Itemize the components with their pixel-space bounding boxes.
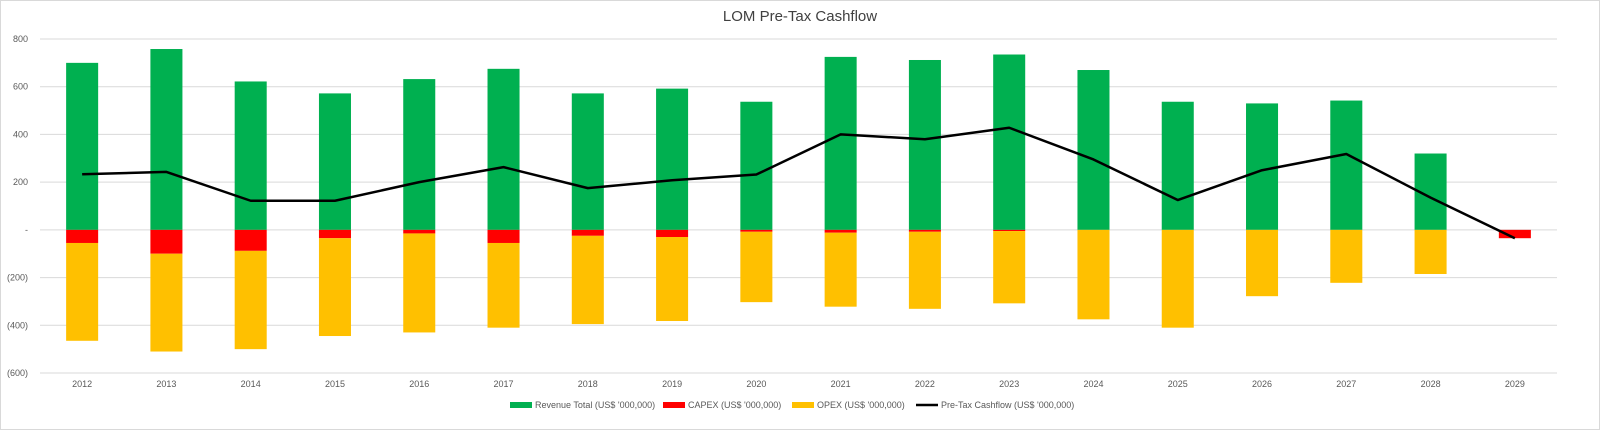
x-tick-label: 2025: [1168, 379, 1188, 389]
opex-bar: [66, 242, 99, 341]
x-tick-label: 2016: [409, 379, 429, 389]
capex-bar: [403, 229, 436, 234]
y-tick-label: -: [25, 225, 28, 235]
opex-bar: [1246, 229, 1279, 297]
x-tick-label: 2017: [494, 379, 514, 389]
revenue-bar: [1330, 100, 1363, 230]
revenue-bar: [1077, 70, 1110, 230]
x-tick-label: 2012: [72, 379, 92, 389]
revenue-bar: [234, 81, 267, 230]
x-tick-label: 2022: [915, 379, 935, 389]
y-tick-label: (400): [7, 320, 28, 330]
y-tick-label: 800: [13, 34, 28, 44]
y-tick-label: 200: [13, 177, 28, 187]
revenue-bar: [487, 68, 520, 230]
x-tick-label: 2014: [241, 379, 261, 389]
opex-bar: [824, 232, 857, 307]
capex-bar: [993, 229, 1026, 232]
revenue-bar: [66, 62, 99, 230]
legend-swatch: [510, 402, 532, 408]
capex-bar: [487, 229, 520, 243]
revenue-bar: [740, 101, 773, 230]
opex-bar: [1330, 229, 1363, 283]
opex-bar: [234, 250, 267, 350]
legend-label: CAPEX (US$ '000,000): [688, 400, 781, 410]
capex-bar: [66, 229, 99, 243]
opex-bar: [1077, 229, 1110, 320]
x-tick-label: 2015: [325, 379, 345, 389]
legend: Revenue Total (US$ '000,000) CAPEX (US$ '…: [510, 400, 1074, 410]
revenue-bar: [908, 59, 941, 230]
revenue-bar: [1161, 101, 1194, 230]
capex-bar: [740, 229, 773, 232]
legend-label: Pre-Tax Cashflow (US$ '000,000): [941, 400, 1074, 410]
revenue-bar: [571, 93, 604, 230]
x-tick-label: 2020: [746, 379, 766, 389]
y-tick-label: 400: [13, 129, 28, 139]
opex-bar: [571, 235, 604, 325]
capex-bar: [571, 229, 604, 236]
capex-bar: [318, 229, 351, 239]
y-axis-ticks: 800 600 400 200 - (200) (400) (600): [7, 34, 28, 378]
opex-bar: [656, 237, 689, 321]
capex-bar: [824, 229, 857, 233]
x-tick-label: 2013: [156, 379, 176, 389]
chart-title: LOM Pre-Tax Cashflow: [722, 8, 878, 25]
revenue-bar: [993, 54, 1026, 230]
y-tick-label: (600): [7, 368, 28, 378]
capex-bar: [150, 229, 183, 254]
opex-bar: [740, 231, 773, 303]
opex-bar: [487, 242, 520, 328]
capex-bar: [1498, 229, 1531, 239]
y-tick-label: 600: [13, 82, 28, 92]
x-tick-label: 2026: [1252, 379, 1272, 389]
x-tick-label: 2027: [1336, 379, 1356, 389]
revenue-bar: [1246, 103, 1279, 230]
opex-bar: [150, 253, 183, 352]
legend-swatch: [663, 402, 685, 408]
legend-label: OPEX (US$ '000,000): [817, 400, 905, 410]
x-tick-label: 2023: [999, 379, 1019, 389]
revenue-bar: [824, 56, 857, 230]
revenue-bar: [318, 93, 351, 230]
cashflow-line: [82, 126, 1516, 240]
x-tick-label: 2029: [1505, 379, 1525, 389]
revenue-bar: [403, 79, 436, 230]
opex-bar: [318, 238, 351, 337]
capex-bar: [908, 229, 941, 232]
pre-tax-cashflow-line: [82, 126, 1516, 240]
capex-bar: [656, 229, 689, 238]
opex-bar: [403, 233, 436, 333]
x-axis-ticks: 2012 2013 2014 2015 2016 2017 2018 2019 2020 2021…: [72, 379, 1525, 389]
revenue-bar: [150, 49, 183, 230]
legend-swatch: [792, 402, 814, 408]
revenue-bar: [656, 88, 689, 230]
opex-bar: [993, 231, 1026, 304]
bars: [66, 49, 1531, 352]
opex-bar: [908, 231, 941, 309]
legend-label: Revenue Total (US$ '000,000): [535, 400, 655, 410]
capex-bar: [234, 229, 267, 251]
x-tick-label: 2018: [578, 379, 598, 389]
x-tick-label: 2021: [831, 379, 851, 389]
gridlines: [40, 38, 1557, 374]
y-tick-label: (200): [7, 273, 28, 283]
x-tick-label: 2028: [1421, 379, 1441, 389]
x-tick-label: 2024: [1083, 379, 1103, 389]
opex-bar: [1414, 229, 1447, 274]
x-tick-label: 2019: [662, 379, 682, 389]
opex-bar: [1161, 229, 1194, 328]
